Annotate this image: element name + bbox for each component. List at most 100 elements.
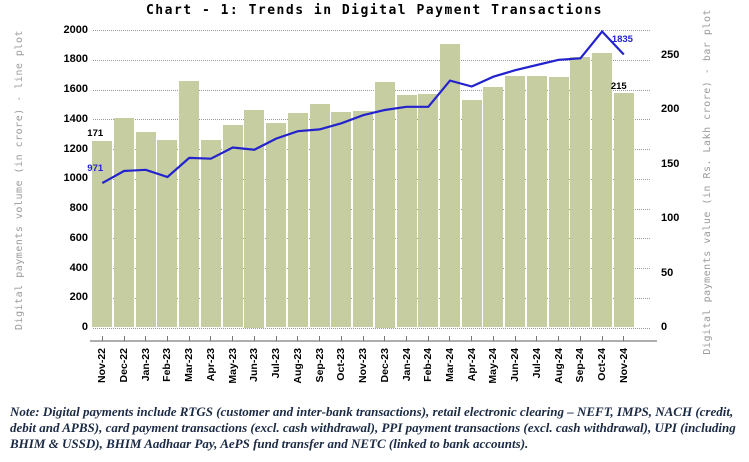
left-axis-tick-label: 0 <box>81 321 88 333</box>
bar-Nov-22 <box>92 141 113 328</box>
bar-May-24 <box>483 86 504 328</box>
x-tick-mark <box>384 336 386 341</box>
bar-Oct-24 <box>592 52 613 328</box>
right-axis-tick-label: 200 <box>661 103 680 115</box>
x-tick-mark <box>145 336 147 341</box>
x-tick-mark <box>427 336 429 341</box>
x-tick-label-text: Apr-23 <box>204 348 217 382</box>
x-axis-spine <box>90 340 657 342</box>
x-tick-label-text: Mar-23 <box>183 348 196 382</box>
x-tick-label-text: Mar-24 <box>443 348 456 382</box>
bar-Mar-23 <box>179 81 200 328</box>
x-tick-label: Aug-24 <box>551 348 567 396</box>
x-tick-label: Dec-22 <box>116 348 132 396</box>
x-tick-mark <box>623 336 625 341</box>
x-tick-label-text: Oct-24 <box>596 348 609 381</box>
x-tick-label: Dec-23 <box>377 348 393 396</box>
left-axis-tick-label: 1000 <box>63 172 88 185</box>
x-tick-label: Aug-23 <box>290 348 306 396</box>
chart-title: Chart - 1: Trends in Digital Payment Tra… <box>145 3 603 18</box>
x-tick-label: Sep-24 <box>572 348 588 396</box>
left-axis-tick-label: 200 <box>69 291 88 304</box>
bar-Nov-23 <box>353 110 374 328</box>
bar-Feb-24 <box>418 94 439 328</box>
bar-Jan-24 <box>396 95 417 328</box>
x-tick-label-text: Nov-23 <box>357 348 370 384</box>
x-tick-label-text: Sep-23 <box>313 348 326 383</box>
x-tick-label-text: Jul-24 <box>530 348 543 379</box>
right-axis-title-text: Digital payments value (in Rs. Lakh cror… <box>701 9 713 355</box>
right-axis-tick-label: 100 <box>661 212 680 224</box>
x-tick-label: Mar-24 <box>442 348 458 396</box>
x-tick-mark <box>253 336 255 341</box>
right-axis-tick-label: 250 <box>661 48 680 61</box>
x-tick-label-text: Jul-23 <box>270 348 283 379</box>
left-axis-title: Digital payments volume (in crore) - lin… <box>10 28 28 332</box>
bar-Sep-24 <box>570 57 591 328</box>
left-axis-tick-label: 600 <box>69 231 88 244</box>
left-axis-tick-label: 400 <box>69 261 88 274</box>
x-tick-mark <box>449 336 451 341</box>
x-tick-label: Sep-23 <box>312 348 328 396</box>
bar-Nov-24 <box>613 93 634 328</box>
x-tick-label-text: Feb-23 <box>161 348 174 382</box>
footnote-text: : Digital payments include RTGS (custome… <box>10 404 736 451</box>
x-tick-mark <box>492 336 494 341</box>
x-tick-label-text: Aug-24 <box>552 348 565 384</box>
x-tick-mark <box>601 336 603 341</box>
x-tick-mark <box>123 336 125 341</box>
x-tick-label: Jan-23 <box>138 348 154 396</box>
right-axis-tick-label: 0 <box>661 321 668 333</box>
bar-Jul-23 <box>266 122 287 328</box>
x-tick-label: Jun-24 <box>507 348 523 396</box>
x-tick-mark <box>362 336 364 341</box>
grid-line <box>93 327 650 329</box>
bar-Sep-23 <box>309 104 330 328</box>
x-tick-label-text: Apr-24 <box>465 348 478 382</box>
left-axis-tick-label: 1200 <box>63 142 88 155</box>
bar-Aug-24 <box>548 76 569 328</box>
x-tick-label: Mar-23 <box>181 348 197 396</box>
x-tick-mark <box>558 336 560 341</box>
data-label-1835: 1835 <box>611 33 633 45</box>
x-tick-label: Jul-24 <box>529 348 545 396</box>
left-axis-tick-label: 1800 <box>63 53 88 66</box>
x-tick-label-text: May-23 <box>226 348 239 384</box>
x-tick-mark <box>340 336 342 341</box>
x-tick-mark <box>319 336 321 341</box>
x-tick-mark <box>210 336 212 341</box>
footnote: Note: Digital payments include RTGS (cus… <box>10 404 744 452</box>
x-tick-label-text: Sep-24 <box>574 348 587 383</box>
left-axis-tick-label: 1400 <box>63 112 88 125</box>
x-tick-label: Nov-24 <box>616 348 632 396</box>
data-label-971: 971 <box>87 163 104 175</box>
x-tick-label-text: May-24 <box>487 348 500 384</box>
x-tick-label: Oct-24 <box>594 348 610 396</box>
right-axis-tick-label: 50 <box>661 266 674 279</box>
x-tick-label-text: Jan-24 <box>400 348 413 382</box>
x-tick-label-text: Nov-24 <box>617 348 630 384</box>
x-tick-label-text: Dec-22 <box>118 348 131 383</box>
x-tick-label: Nov-23 <box>355 348 371 396</box>
x-tick-label: Feb-23 <box>159 348 175 396</box>
x-tick-label: Jul-23 <box>268 348 284 396</box>
bar-Aug-23 <box>287 112 308 328</box>
left-axis-tick-label: 2000 <box>63 23 88 36</box>
x-tick-label: Jun-23 <box>246 348 262 396</box>
x-tick-mark <box>297 336 299 341</box>
x-tick-label-text: Jun-23 <box>248 348 261 382</box>
x-tick-mark <box>275 336 277 341</box>
bar-Apr-24 <box>461 99 482 328</box>
x-tick-label-text: Feb-24 <box>422 348 435 382</box>
x-tick-label: Apr-23 <box>203 348 219 396</box>
x-tick-mark <box>471 336 473 341</box>
grid-line <box>93 59 650 61</box>
bar-Feb-23 <box>157 140 178 328</box>
x-tick-label: Oct-23 <box>333 348 349 396</box>
x-tick-label-text: Dec-23 <box>378 348 391 383</box>
bar-Dec-23 <box>374 82 395 328</box>
data-label-171: 171 <box>87 128 104 140</box>
footnote-label: Note <box>10 404 36 419</box>
bar-Oct-23 <box>331 111 352 328</box>
x-tick-mark <box>579 336 581 341</box>
